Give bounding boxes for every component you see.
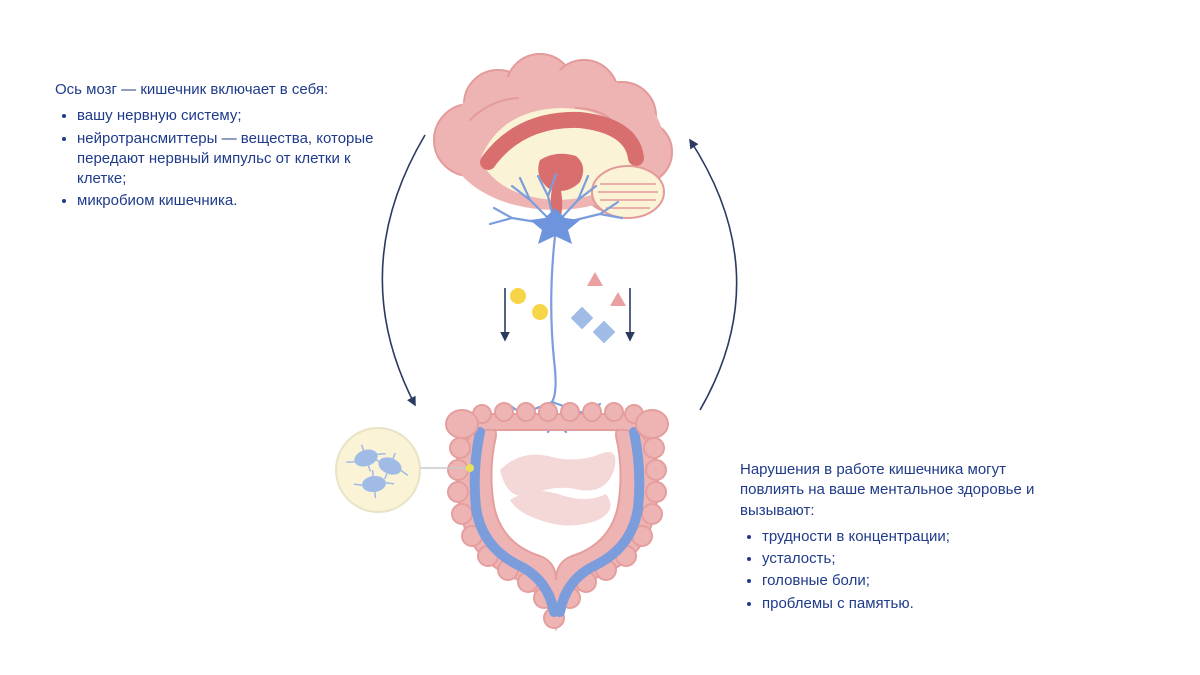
intestine-icon <box>446 403 668 628</box>
illustration-svg <box>0 0 1200 675</box>
particles <box>510 272 626 343</box>
brain-icon <box>434 54 672 232</box>
diagram-canvas: Ось мозг — кишечник включает в себя: ваш… <box>0 0 1200 675</box>
